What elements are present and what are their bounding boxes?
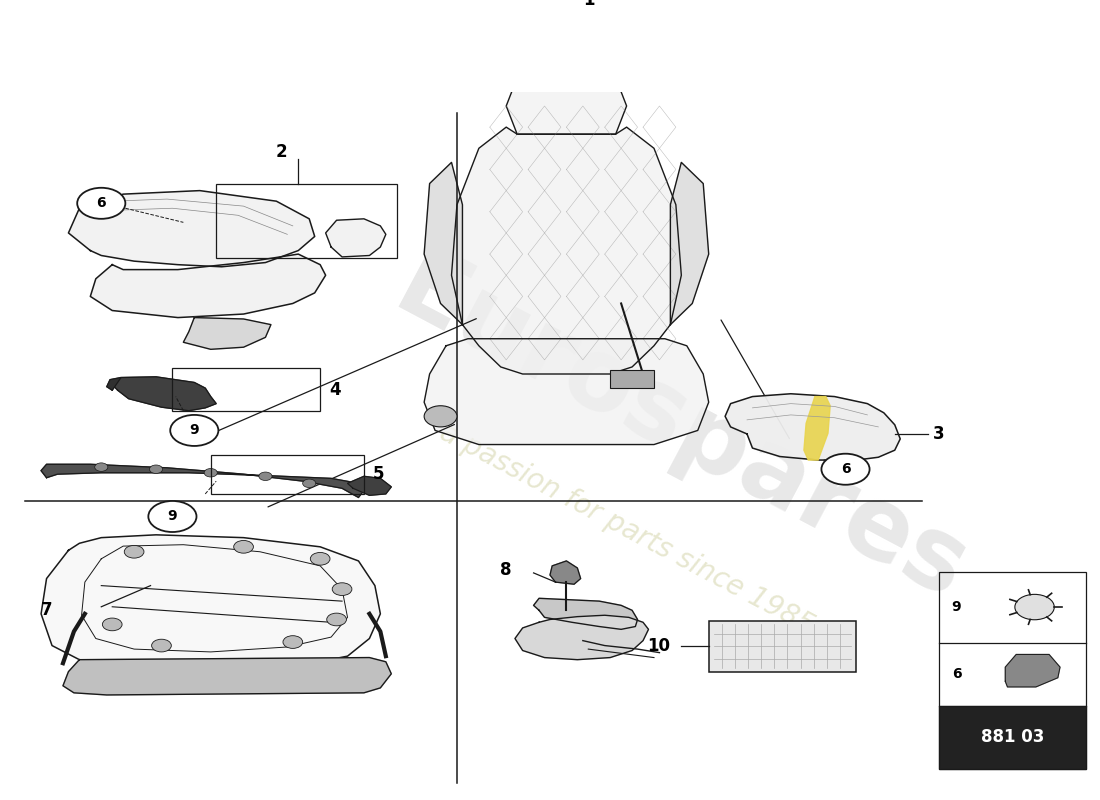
Bar [217,183,397,258]
Circle shape [332,582,352,595]
Circle shape [150,465,163,474]
Circle shape [302,479,316,487]
Polygon shape [425,162,462,325]
Text: 4: 4 [329,381,341,398]
Text: 9: 9 [167,510,177,523]
Circle shape [152,639,172,652]
Circle shape [148,501,197,532]
Circle shape [310,553,330,565]
Text: 2: 2 [276,143,288,161]
Text: 6: 6 [840,462,850,476]
Polygon shape [90,254,326,318]
Text: 881 03: 881 03 [981,729,1044,746]
Text: 6: 6 [97,196,106,210]
Polygon shape [506,64,627,134]
Circle shape [822,454,870,485]
Circle shape [77,188,125,219]
Text: 7: 7 [41,602,53,619]
Text: Eurospares: Eurospares [379,239,983,622]
Polygon shape [107,378,121,390]
Polygon shape [1005,654,1060,687]
Circle shape [283,636,302,648]
Bar [211,455,364,494]
Circle shape [102,618,122,630]
Bar [938,571,1087,769]
Polygon shape [41,535,381,669]
Polygon shape [425,338,708,445]
Text: 9: 9 [189,423,199,438]
Circle shape [124,546,144,558]
Polygon shape [804,397,830,460]
Bar [938,706,1087,769]
Polygon shape [451,127,681,374]
Circle shape [327,613,346,626]
Text: 10: 10 [648,637,670,654]
Polygon shape [184,318,271,350]
Polygon shape [670,162,708,325]
Text: 9: 9 [952,600,961,614]
Circle shape [170,415,219,446]
Polygon shape [68,190,315,266]
Polygon shape [515,615,649,660]
Text: 5: 5 [373,465,384,483]
Polygon shape [326,219,386,257]
Text: 3: 3 [933,425,945,443]
Text: 6: 6 [952,667,961,682]
Text: 8: 8 [500,561,512,579]
Polygon shape [534,598,638,630]
Circle shape [95,463,108,471]
Circle shape [425,406,456,427]
Text: 1: 1 [583,0,594,9]
Polygon shape [112,377,217,410]
Bar [708,621,857,672]
Circle shape [258,472,272,481]
Circle shape [205,469,218,477]
Polygon shape [550,561,581,584]
Polygon shape [41,464,364,498]
Polygon shape [725,394,900,460]
Polygon shape [63,658,392,695]
Bar [173,368,320,410]
Polygon shape [348,476,392,495]
Bar [610,370,654,388]
Text: a passion for parts since 1985: a passion for parts since 1985 [434,418,818,640]
Circle shape [1015,594,1054,620]
Circle shape [233,541,253,553]
